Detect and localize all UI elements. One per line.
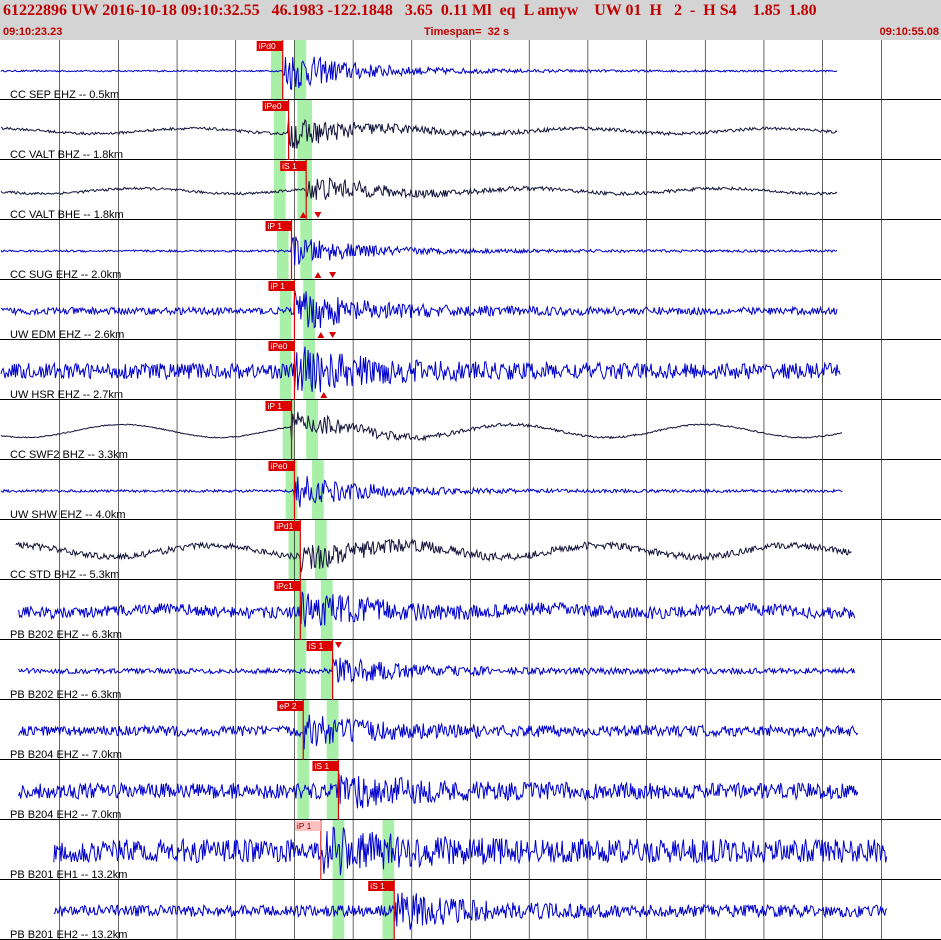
station-label: PB B202 EH2 -- 6.3km	[10, 689, 121, 701]
phase-pick-label: iP 1	[297, 821, 312, 831]
phase-pick-label: iP 1	[270, 281, 285, 291]
start-time-label: 09:10:23.23	[3, 26, 63, 38]
phase-pick-label: iP 1	[268, 221, 283, 231]
waveform-trace	[53, 892, 888, 930]
pick-window	[282, 400, 295, 460]
waveform-trace	[0, 56, 838, 91]
pick-window	[312, 460, 324, 520]
phase-pick-flag	[312, 761, 339, 771]
station-label: CC SUG EHZ -- 2.0km	[10, 269, 121, 281]
station-label: UW SHW EHZ -- 4.0km	[10, 509, 126, 521]
station-label: PB B204 EHZ -- 7.0km	[10, 749, 122, 761]
pick-window	[332, 880, 345, 940]
phase-pick-flag	[262, 101, 289, 111]
arrival-marker	[314, 212, 322, 218]
pick-window	[332, 820, 345, 880]
phase-pick-flag	[280, 161, 307, 171]
phase-pick-flag	[294, 821, 321, 831]
arrival-marker	[320, 392, 328, 398]
waveform-plot[interactable]: CC SEP EHZ -- 0.5km iPd0 CC VALT BHZ -- 1.…	[0, 40, 941, 940]
station-label: PB B201 EH2 -- 13.2km	[10, 929, 127, 940]
phase-pick-label: iS 1	[282, 161, 297, 171]
phase-pick-flag	[268, 341, 295, 351]
phase-pick-label: iPe0	[270, 461, 287, 471]
phase-pick-flag	[277, 701, 304, 711]
station-label: CC VALT BHZ -- 1.8km	[10, 149, 123, 161]
station-label: CC STD BHZ -- 5.3km	[10, 569, 119, 581]
phase-pick-flag	[368, 881, 395, 891]
station-label: PB B201 EH1 -- 13.2km	[10, 869, 127, 881]
phase-pick-label: iS 1	[309, 641, 324, 651]
timespan-label: Timespan= 32 s	[424, 26, 510, 38]
pick-window	[294, 640, 307, 700]
phase-pick-label: iS 1	[370, 881, 385, 891]
arrival-marker	[317, 332, 325, 338]
pick-window	[285, 460, 298, 520]
phase-pick-flag	[306, 641, 333, 651]
phase-pick-label: iPd0	[259, 41, 276, 51]
pick-window	[297, 100, 313, 160]
waveform-trace	[53, 826, 888, 876]
phase-pick-flag	[274, 581, 301, 591]
phase-pick-flag	[265, 401, 292, 411]
arrival-marker	[329, 272, 337, 278]
arrival-marker	[334, 642, 342, 648]
end-time-label: 09:10:55.08	[879, 26, 939, 38]
phase-pick-label: iPe0	[265, 101, 282, 111]
waveform-trace	[0, 290, 838, 329]
waveform-trace	[18, 773, 859, 809]
station-label: UW HSR EHZ -- 2.7km	[10, 389, 123, 401]
pick-window	[382, 880, 395, 940]
phase-pick-flag	[268, 281, 295, 291]
phase-pick-flag	[256, 41, 283, 51]
pick-window	[326, 760, 339, 820]
waveform-trace	[18, 657, 856, 683]
waveform-trace	[0, 236, 838, 266]
arrival-marker	[329, 332, 337, 338]
station-label: UW EDM EHZ -- 2.6km	[10, 329, 124, 341]
phase-pick-flag	[268, 461, 295, 471]
waveform-trace	[18, 591, 856, 627]
pick-window	[276, 220, 289, 280]
phase-pick-flag	[265, 221, 292, 231]
waveform-trace	[0, 476, 843, 508]
phase-pick-label: iPc1	[276, 581, 293, 591]
pick-window	[326, 700, 339, 760]
waveform-trace	[0, 346, 841, 393]
phase-pick-label: iPe0	[270, 341, 287, 351]
pick-window	[297, 760, 310, 820]
phase-pick-label: iP 1	[268, 401, 283, 411]
pick-window	[294, 40, 307, 100]
phase-pick-label: iS 1	[314, 761, 329, 771]
waveform-trace	[0, 411, 843, 442]
pick-window	[300, 220, 313, 280]
station-label: PB B202 EHZ -- 6.3km	[10, 629, 122, 641]
waveform-trace	[0, 117, 838, 149]
station-label: CC SEP EHZ -- 0.5km	[10, 89, 119, 101]
event-summary-line: 61222896 UW 2016-10-18 09:10:32.55 46.19…	[3, 2, 817, 19]
arrival-marker	[299, 212, 307, 218]
station-label: CC VALT BHE -- 1.8km	[10, 209, 124, 221]
pick-window	[320, 580, 333, 640]
event-header: 61222896 UW 2016-10-18 09:10:32.55 46.19…	[0, 0, 941, 40]
waveform-trace	[15, 537, 852, 573]
arrival-marker	[314, 272, 322, 278]
waveform-trace	[0, 177, 838, 200]
phase-pick-label: eP 2	[279, 701, 297, 711]
pick-window	[273, 100, 286, 160]
station-label: PB B204 EH2 -- 7.0km	[10, 809, 121, 821]
waveform-trace	[18, 714, 859, 750]
phase-pick-flag	[274, 521, 301, 531]
pick-window	[270, 40, 283, 100]
phase-pick-label: iPd1	[276, 521, 293, 531]
station-label: CC SWF2 BHZ -- 3.3km	[10, 449, 128, 461]
